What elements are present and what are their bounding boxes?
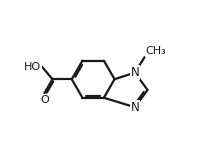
Text: N: N: [131, 66, 139, 79]
Text: HO: HO: [24, 62, 41, 72]
Text: O: O: [40, 95, 49, 105]
Text: N: N: [131, 101, 139, 114]
Text: CH₃: CH₃: [145, 46, 166, 56]
